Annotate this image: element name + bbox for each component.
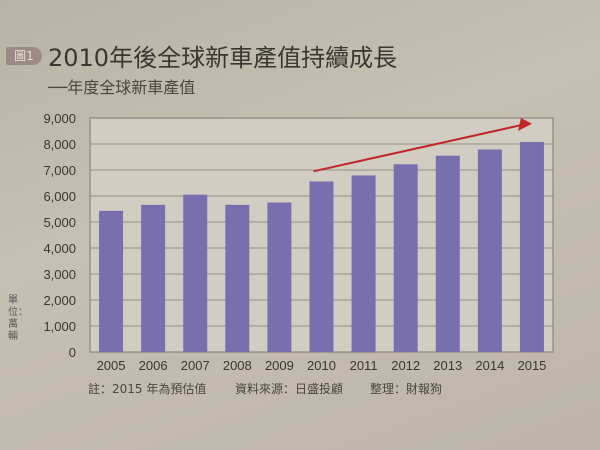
y-tick-label: 7,000 [43,163,76,178]
chart-subtitle: ──年度全球新車產值 [48,78,196,97]
bar-2015 [519,141,544,352]
x-tick-label: 2015 [517,358,546,373]
x-tick-label: 2008 [223,358,252,373]
x-tick-label: 2006 [139,358,168,373]
y-tick-label: 9,000 [43,111,76,126]
bar-2014 [477,149,502,352]
chart-title: 2010年後全球新車產值持續成長 [48,44,398,72]
bar-2009 [267,202,292,352]
x-tick-label: 2014 [475,358,504,373]
y-tick-label: 8,000 [43,137,76,152]
bar-2011 [351,175,376,352]
trend-arrow-head [517,118,532,131]
trend-arrow-line [313,123,525,173]
y-tick-label: 3,000 [43,267,76,282]
y-tick-label: 2,000 [43,293,76,308]
bar-2010 [309,181,334,352]
y-tick-label: 0 [69,345,76,360]
x-tick-label: 2005 [97,358,126,373]
x-tick-label: 2013 [433,358,462,373]
x-tick-label: 2007 [181,358,210,373]
unit-label: 單位：萬輛 [8,295,28,342]
bar-2012 [393,164,418,352]
bar-2005 [99,210,124,352]
y-tick-label: 1,000 [43,319,76,334]
y-tick-label: 5,000 [43,215,76,230]
x-tick-label: 2012 [391,358,420,373]
y-tick-label: 6,000 [43,189,76,204]
bar-2007 [183,194,208,352]
x-tick-label: 2009 [265,358,294,373]
bar-2006 [141,204,166,352]
y-tick-label: 4,000 [43,241,76,256]
footnote: 註：2015 年為預估值 [88,382,207,396]
compiled-note: 整理：財報狗 [370,382,443,396]
bar-2008 [225,204,250,352]
figure-badge: 圖1 [6,47,42,65]
bar-2013 [435,155,460,352]
x-tick-label: 2010 [307,358,336,373]
x-tick-label: 2011 [350,358,378,373]
source-note: 資料來源：日盛投顧 [235,382,344,396]
